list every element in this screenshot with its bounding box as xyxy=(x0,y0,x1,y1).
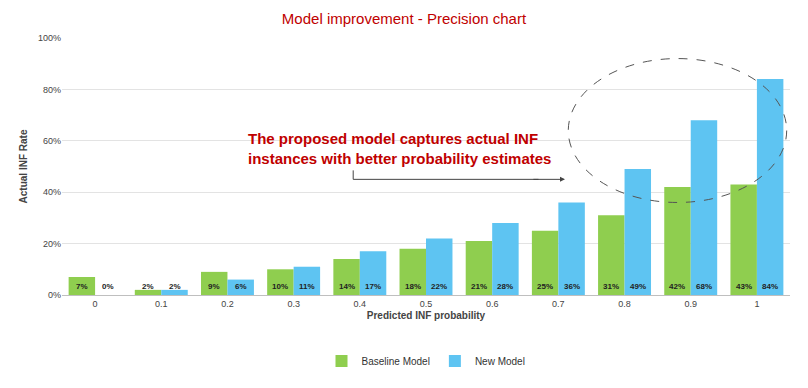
svg-text:0.5: 0.5 xyxy=(420,299,433,309)
svg-text:14%: 14% xyxy=(339,282,355,291)
svg-text:0.3: 0.3 xyxy=(287,299,300,309)
svg-text:31%: 31% xyxy=(603,282,619,291)
svg-text:0%: 0% xyxy=(102,282,114,291)
svg-text:25%: 25% xyxy=(537,282,553,291)
svg-text:22%: 22% xyxy=(431,282,447,291)
svg-text:2%: 2% xyxy=(169,282,181,291)
svg-text:68%: 68% xyxy=(696,282,712,291)
svg-text:6%: 6% xyxy=(235,282,247,291)
svg-text:Model improvement - Precision: Model improvement - Precision chart xyxy=(282,10,527,27)
svg-text:0.6: 0.6 xyxy=(486,299,499,309)
svg-text:11%: 11% xyxy=(299,282,315,291)
svg-text:42%: 42% xyxy=(669,282,685,291)
svg-text:Baseline Model: Baseline Model xyxy=(362,356,430,367)
svg-text:Actual INF Rate: Actual INF Rate xyxy=(18,129,29,203)
svg-text:0.9: 0.9 xyxy=(684,299,697,309)
svg-text:0.2: 0.2 xyxy=(221,299,234,309)
svg-text:Predicted INF probability: Predicted INF probability xyxy=(367,310,486,321)
svg-text:100%: 100% xyxy=(38,33,61,43)
svg-text:0.4: 0.4 xyxy=(354,299,367,309)
svg-text:0.1: 0.1 xyxy=(155,299,168,309)
svg-text:18%: 18% xyxy=(405,282,421,291)
svg-text:0.7: 0.7 xyxy=(552,299,565,309)
svg-text:The proposed model captures ac: The proposed model captures actual INFin… xyxy=(248,130,551,167)
svg-text:49%: 49% xyxy=(630,282,646,291)
svg-text:80%: 80% xyxy=(43,85,61,95)
svg-text:New Model: New Model xyxy=(475,356,525,367)
svg-text:60%: 60% xyxy=(43,136,61,146)
svg-text:17%: 17% xyxy=(365,282,381,291)
svg-text:0.8: 0.8 xyxy=(618,299,631,309)
svg-text:20%: 20% xyxy=(43,239,61,249)
svg-text:7%: 7% xyxy=(76,282,88,291)
svg-text:0%: 0% xyxy=(48,290,61,300)
svg-text:40%: 40% xyxy=(43,187,61,197)
svg-text:43%: 43% xyxy=(736,282,752,291)
svg-text:36%: 36% xyxy=(564,282,580,291)
svg-text:1: 1 xyxy=(754,299,759,309)
svg-text:84%: 84% xyxy=(762,282,778,291)
svg-text:9%: 9% xyxy=(208,282,220,291)
svg-text:10%: 10% xyxy=(272,282,288,291)
svg-text:0: 0 xyxy=(93,299,98,309)
svg-text:2%: 2% xyxy=(142,282,154,291)
svg-text:21%: 21% xyxy=(471,282,487,291)
svg-text:28%: 28% xyxy=(497,282,513,291)
